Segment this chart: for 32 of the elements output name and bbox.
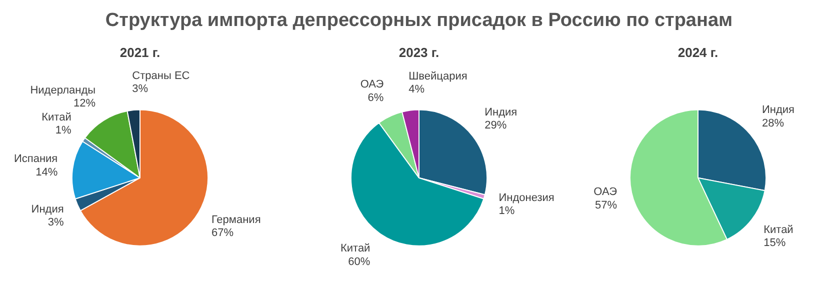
slice-label: Китай <box>42 111 72 124</box>
data-label: 3% <box>132 83 148 96</box>
slice-label: Испания <box>14 153 58 166</box>
data-label: 67% <box>211 227 234 240</box>
slice-label: Швейцария <box>408 70 468 82</box>
slice-label: Индия <box>762 104 795 116</box>
data-label: 28% <box>762 117 784 130</box>
data-label: 60% <box>348 256 370 268</box>
slice-label: Индия <box>31 203 64 216</box>
slice-label: ОАЭ <box>360 78 384 91</box>
slice-label: Германия <box>211 214 261 226</box>
data-label: 3% <box>48 216 64 228</box>
data-label: 4% <box>408 83 425 96</box>
slice-label: Индия <box>484 106 518 119</box>
data-label: 57% <box>594 199 618 212</box>
slice-label: Страны ЕС <box>132 70 190 82</box>
data-label: 14% <box>36 166 58 178</box>
slice-label: Индонезия <box>498 192 554 204</box>
data-label: 12% <box>74 98 96 110</box>
slice-label: Нидерланды <box>30 84 96 96</box>
chart-subtitle: 2021 г. <box>120 44 160 60</box>
chart-subtitle: 2023 г. <box>398 44 440 60</box>
data-label: 29% <box>484 120 507 132</box>
slice-label: Китай <box>764 224 794 236</box>
text: Структура импорта депрессорных присадок в Россию по странам <box>105 10 733 31</box>
data-label: 1% <box>55 124 72 137</box>
slice-label: ОАЭ <box>594 186 618 198</box>
data-label: 1% <box>498 205 515 218</box>
slice-label: Китай <box>340 242 370 255</box>
data-label: 15% <box>764 237 786 250</box>
data-label: 6% <box>368 92 384 104</box>
chart-subtitle: 2024 г. <box>678 44 718 60</box>
